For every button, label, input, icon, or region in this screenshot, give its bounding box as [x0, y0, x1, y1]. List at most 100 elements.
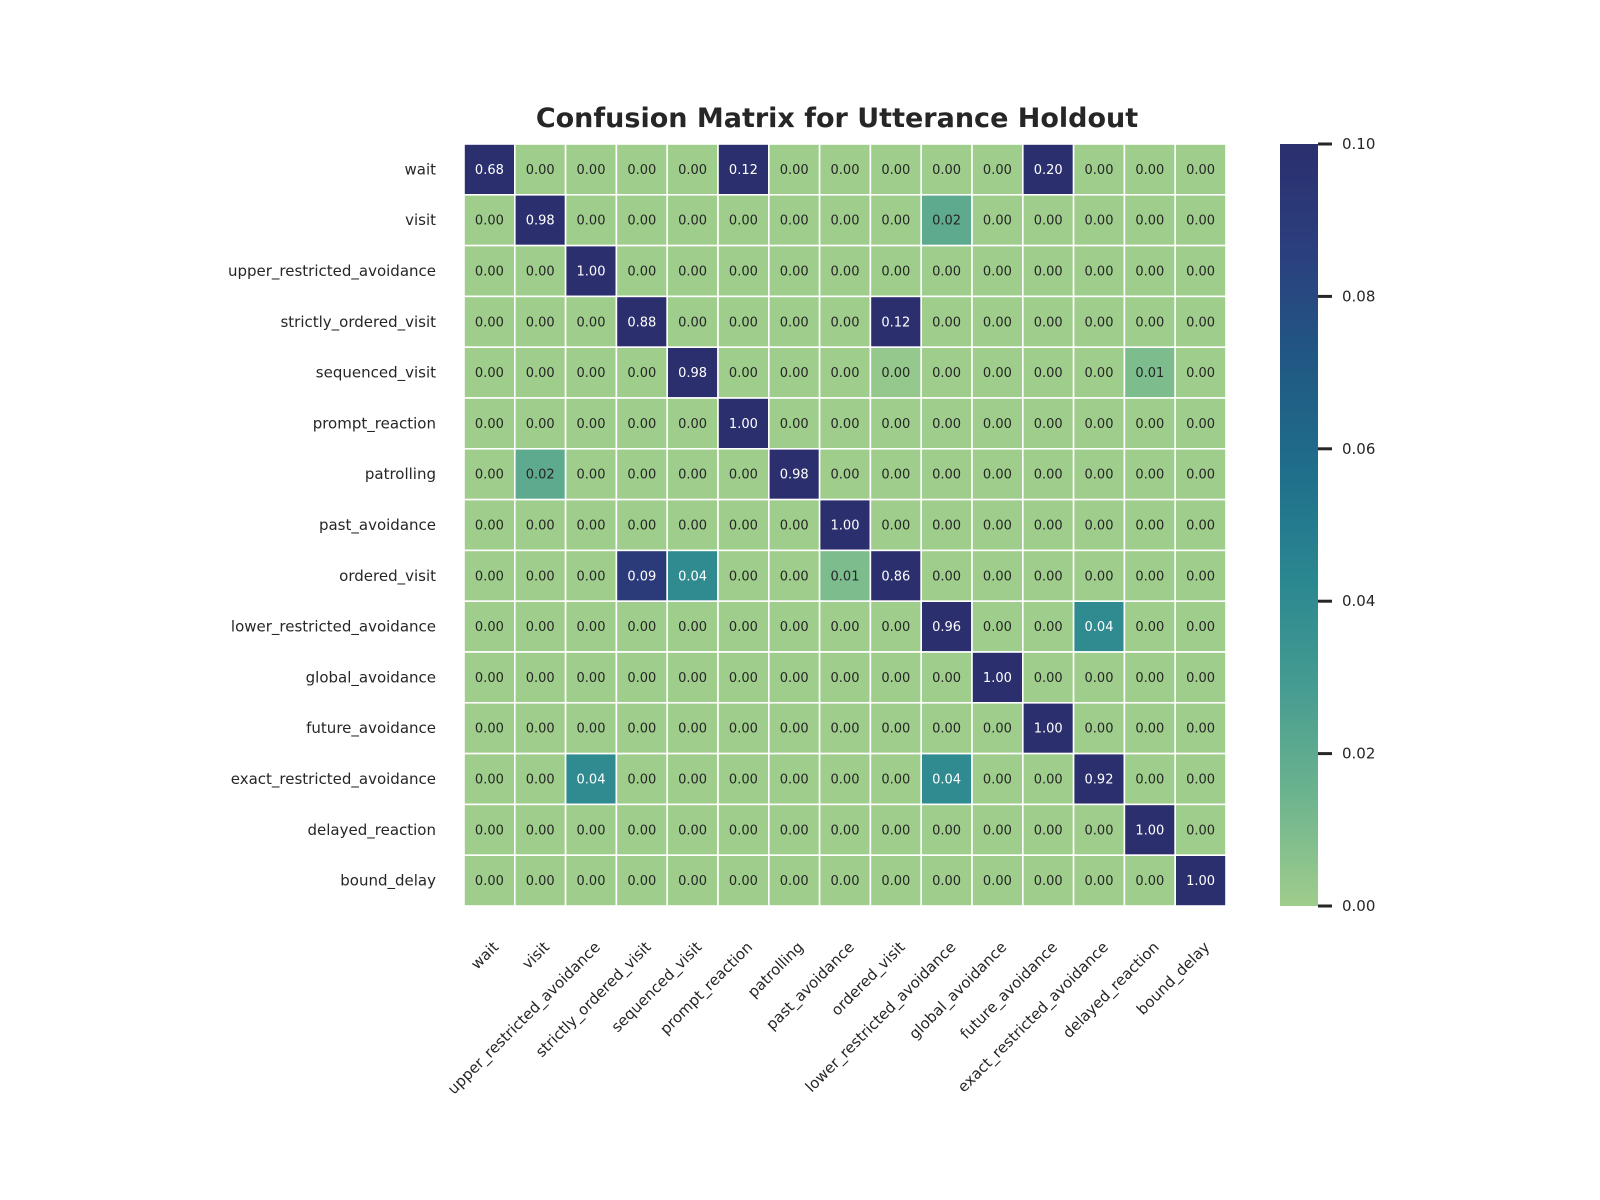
cell-value-label: 0.00	[1135, 315, 1164, 330]
cell-value-label: 0.00	[983, 773, 1012, 788]
heatmap-cell	[818, 549, 872, 603]
heatmap-cell	[818, 194, 872, 247]
cell-value-label: 0.00	[983, 163, 1012, 178]
cell-value-label: 0.00	[831, 315, 860, 330]
cell-value-label: 0.00	[678, 874, 707, 889]
cell-value-label: 0.00	[780, 773, 809, 788]
cell-value-label: 0.00	[1135, 214, 1164, 229]
heatmap-cell	[767, 803, 821, 857]
cell-value-label: 1.00	[831, 519, 860, 534]
cell-value-label: 0.00	[1085, 214, 1114, 229]
cell-value-label: 0.00	[678, 773, 707, 788]
cell-value-label: 0.00	[1135, 519, 1164, 534]
cell-value-label: 0.00	[983, 417, 1012, 432]
cell-value-label: 0.00	[729, 569, 758, 584]
cell-value-label: 0.00	[881, 722, 910, 737]
heatmap-cell	[869, 549, 923, 603]
heatmap-cell	[869, 447, 923, 501]
cell-value-label: 0.00	[1135, 671, 1164, 686]
cell-value-label: 0.00	[831, 265, 860, 280]
row-tick-label: strictly_ordered_visit	[280, 313, 436, 332]
cell-value-label: 0.00	[526, 315, 555, 330]
column-tick-label: visit	[518, 938, 553, 973]
heatmap-cell	[1123, 600, 1177, 653]
heatmap-cell	[463, 701, 516, 755]
heatmap-cell	[818, 854, 872, 907]
cell-value-label: 0.00	[1085, 315, 1114, 330]
cell-value-label: 0.00	[1085, 417, 1114, 432]
cell-value-label: 0.00	[831, 722, 860, 737]
heatmap-cell	[869, 346, 923, 399]
heatmap-cell	[971, 295, 1024, 348]
cell-value-label: 0.00	[526, 366, 555, 381]
heatmap-cell	[818, 143, 872, 196]
cell-value-label: 0.00	[729, 366, 758, 381]
row-tick-label: wait	[404, 160, 436, 178]
cell-value-label: 0.00	[881, 874, 910, 889]
heatmap-cell	[1072, 447, 1126, 501]
cell-value-label: 0.00	[1135, 417, 1164, 432]
cell-value-label: 0.00	[526, 519, 555, 534]
cell-value-label: 0.00	[729, 214, 758, 229]
heatmap-cell	[971, 549, 1024, 603]
row-tick-label: delayed_reaction	[308, 821, 436, 840]
cell-value-label: 0.00	[678, 620, 707, 635]
row-tick-label: bound_delay	[340, 872, 436, 891]
heatmap-cell	[767, 651, 821, 704]
heatmap-cell	[513, 143, 567, 196]
cell-value-label: 0.00	[1085, 519, 1114, 534]
cell-value-label: 0.00	[780, 519, 809, 534]
heatmap-cell	[767, 447, 821, 501]
cell-value-label: 0.00	[526, 671, 555, 686]
heatmap-cell	[1072, 803, 1126, 857]
row-tick-label: patrolling	[365, 465, 436, 483]
cell-value-label: 0.00	[678, 265, 707, 280]
cell-value-label: 0.00	[881, 620, 910, 635]
cell-value-label: 0.00	[1034, 214, 1063, 229]
cell-value-label: 0.00	[983, 265, 1012, 280]
heatmap-cell	[818, 447, 872, 501]
column-tick-labels: wait visitupper_restricted_avoidancestric…	[444, 938, 1214, 1099]
cell-value-label: 0.00	[881, 519, 910, 534]
heatmap-cell	[513, 397, 567, 450]
chart-title: Confusion Matrix for Utterance Holdout	[536, 103, 1138, 134]
cell-value-label: 0.00	[729, 773, 758, 788]
cell-value-label: 0.00	[983, 468, 1012, 483]
cell-value-label: 0.98	[780, 468, 809, 483]
cell-value-label: 0.00	[1135, 163, 1164, 178]
cell-value-label: 0.00	[983, 569, 1012, 584]
colorbar-tick-label: 0.06	[1342, 440, 1375, 458]
heatmap-cell	[920, 397, 973, 450]
cell-value-label: 0.01	[831, 569, 860, 584]
cell-value-label: 1.00	[1135, 823, 1164, 838]
cell-value-label: 0.00	[678, 671, 707, 686]
cell-value-label: 0.00	[577, 315, 606, 330]
cell-value-label: 0.04	[932, 773, 961, 788]
cell-value-label: 0.00	[1186, 468, 1215, 483]
cell-value-label: 0.00	[1034, 671, 1063, 686]
cell-value-label: 0.00	[881, 823, 910, 838]
heatmap-cell	[615, 295, 669, 348]
cell-value-label: 0.00	[577, 468, 606, 483]
heatmap-cell	[767, 244, 821, 298]
cell-value-label: 0.00	[475, 265, 504, 280]
cell-value-label: 0.00	[475, 468, 504, 483]
cell-value-label: 0.12	[729, 163, 758, 178]
heatmap-cell	[615, 803, 669, 857]
heatmap-cell	[717, 854, 770, 907]
cell-value-label: 0.00	[932, 722, 961, 737]
row-tick-label: ordered_visit	[339, 567, 436, 586]
cell-value-label: 0.00	[831, 620, 860, 635]
heatmap-cell	[666, 651, 719, 704]
heatmap-cell	[717, 447, 770, 501]
cell-value-label: 0.00	[1034, 620, 1063, 635]
heatmap-cell	[920, 600, 973, 653]
row-tick-labels: wait visit upper_restricted_avoidancestric…	[228, 160, 436, 890]
cell-value-label: 1.00	[1186, 874, 1215, 889]
row-tick-label: future_avoidance	[306, 719, 436, 738]
cell-value-label: 0.00	[831, 823, 860, 838]
cell-value-label: 0.00	[983, 214, 1012, 229]
cell-value-label: 0.00	[526, 823, 555, 838]
heatmap-cell	[971, 803, 1024, 857]
heatmap-cell	[1123, 143, 1177, 196]
